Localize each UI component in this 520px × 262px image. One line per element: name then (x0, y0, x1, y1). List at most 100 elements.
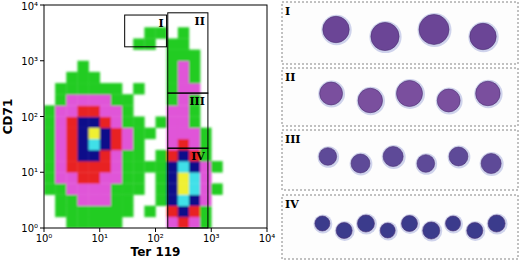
density-cell (89, 183, 100, 194)
density-cell (89, 206, 100, 217)
density-cell (133, 150, 144, 161)
density-cell (122, 128, 133, 139)
micrograph-panel: II (282, 68, 518, 126)
cell-cytoplasm (448, 146, 471, 169)
density-cell (77, 195, 88, 206)
density-cell (100, 183, 111, 194)
gate-label: III (189, 95, 204, 108)
cell-nucleus (319, 148, 337, 166)
panel-frame (282, 130, 518, 190)
density-cell (100, 150, 111, 161)
density-cell (44, 150, 55, 161)
density-cell (189, 117, 200, 128)
cell-cytoplasm (382, 145, 406, 169)
density-cell (55, 117, 66, 128)
density-cell (122, 195, 133, 206)
cell-nucleus (315, 216, 330, 231)
cell-cytoplasm (395, 79, 425, 109)
density-cell (100, 117, 111, 128)
density-cell (122, 206, 133, 217)
density-cell (77, 161, 88, 172)
cell-nucleus (380, 223, 395, 238)
density-cell (200, 206, 211, 217)
cell-cytoplasm (400, 214, 420, 234)
density-cell (111, 105, 122, 116)
density-cell (77, 183, 88, 194)
density-cell (189, 50, 200, 61)
density-cell (122, 105, 133, 116)
y-tick-label: 10⁴ (21, 1, 38, 12)
panel-label: II (285, 71, 295, 84)
density-cell (122, 161, 133, 172)
x-tick (267, 228, 268, 232)
density-cell (178, 217, 189, 228)
cell-nucleus (358, 88, 382, 112)
density-cell (167, 172, 178, 183)
density-cell (77, 117, 88, 128)
page: {"chart_data": { "type": "heatmap", "log… (0, 0, 520, 262)
cell-nucleus (476, 81, 500, 105)
density-cell (100, 105, 111, 116)
panel-label: IV (285, 198, 299, 211)
density-cell (66, 183, 77, 194)
density-cell (178, 105, 189, 116)
cell-cytoplasm (418, 13, 452, 47)
density-cell (111, 128, 122, 139)
cell-nucleus (371, 22, 399, 50)
density-cell (178, 117, 189, 128)
cell-nucleus (419, 15, 449, 45)
density-cell (77, 150, 88, 161)
density-cell (66, 172, 77, 183)
cell-nucleus (423, 222, 440, 239)
cell-cytoplasm (436, 88, 463, 115)
density-cell (89, 217, 100, 228)
density-cell (44, 117, 55, 128)
density-cell (167, 161, 178, 172)
y-tick-label: 10¹ (21, 167, 38, 178)
density-cell (100, 161, 111, 172)
cell-nucleus (397, 81, 423, 107)
density-cell (100, 217, 111, 228)
density-cell (66, 105, 77, 116)
density-cell (111, 94, 122, 105)
density-cell (144, 38, 155, 49)
density-cell (66, 206, 77, 217)
panel-frame (282, 195, 518, 259)
cell-nucleus (467, 223, 483, 239)
density-cell (66, 117, 77, 128)
density-cell (167, 150, 178, 161)
density-cell (44, 128, 55, 139)
density-cell (77, 128, 88, 139)
density-cell (66, 128, 77, 139)
density-cell (144, 128, 155, 139)
density-cell (111, 217, 122, 228)
gate (168, 93, 208, 148)
density-cell (178, 61, 189, 72)
density-cell (100, 128, 111, 139)
density-cell (133, 128, 144, 139)
density-cell (89, 139, 100, 150)
cell-nucleus (446, 216, 461, 231)
y-tick (40, 116, 44, 117)
density-cell (89, 83, 100, 94)
density-cell (133, 161, 144, 172)
x-tick (44, 228, 45, 232)
density-cell (111, 83, 122, 94)
cell-cytoplasm (480, 152, 504, 176)
cell-cytoplasm (356, 214, 377, 235)
cell-nucleus (320, 82, 343, 105)
density-cell (66, 83, 77, 94)
density-cell (178, 172, 189, 183)
density-cell (100, 83, 111, 94)
density-cell (77, 83, 88, 94)
x-tick (99, 228, 100, 232)
cell-nucleus (470, 23, 496, 49)
density-cell (44, 105, 55, 116)
cell-cytoplasm (321, 15, 351, 45)
cell-nucleus (449, 147, 468, 166)
cell-nucleus (488, 215, 505, 232)
density-cell (100, 94, 111, 105)
density-cell (156, 172, 167, 183)
density-cell (200, 183, 211, 194)
density-cell (66, 72, 77, 83)
